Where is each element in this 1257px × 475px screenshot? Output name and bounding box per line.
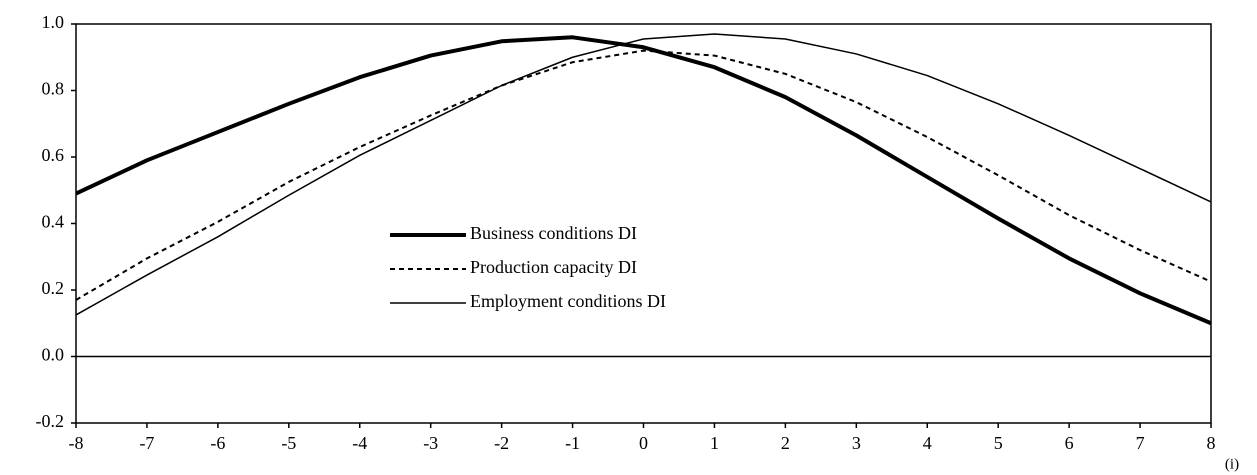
- x-tick-label: -8: [69, 433, 84, 453]
- y-tick-label: -0.2: [36, 411, 65, 431]
- x-tick-label: 4: [923, 433, 932, 453]
- x-tick-label: -1: [565, 433, 580, 453]
- y-tick-label: 0.4: [42, 212, 65, 232]
- x-axis-label: (i): [1225, 456, 1239, 472]
- series-line: [75, 49, 1212, 301]
- plot-frame: [75, 23, 1212, 424]
- x-tick-label: -6: [210, 433, 225, 453]
- y-tick-label: 0.2: [42, 278, 65, 298]
- x-tick-label: 8: [1207, 433, 1216, 453]
- x-tick-label: -5: [281, 433, 296, 453]
- y-tick-label: 0.0: [42, 345, 65, 365]
- legend-label: Employment conditions DI: [470, 291, 666, 311]
- x-tick-label: 3: [852, 433, 861, 453]
- y-tick-label: 0.8: [42, 79, 65, 99]
- x-tick-label: 5: [994, 433, 1003, 453]
- legend-label: Production capacity DI: [470, 257, 637, 277]
- x-tick-label: 0: [639, 433, 648, 453]
- x-tick-label: -4: [352, 433, 367, 453]
- x-tick-label: 6: [1065, 433, 1074, 453]
- y-tick-label: 1.0: [42, 12, 65, 32]
- x-tick-label: -7: [139, 433, 154, 453]
- x-tick-label: 2: [781, 433, 790, 453]
- x-tick-label: 1: [710, 433, 719, 453]
- x-tick-label: -3: [423, 433, 438, 453]
- series-line: [75, 35, 1212, 326]
- x-tick-label: 7: [1136, 433, 1145, 453]
- y-tick-label: 0.6: [42, 145, 65, 165]
- series-line: [75, 33, 1212, 316]
- x-tick-label: -2: [494, 433, 509, 453]
- legend-label: Business conditions DI: [470, 223, 637, 243]
